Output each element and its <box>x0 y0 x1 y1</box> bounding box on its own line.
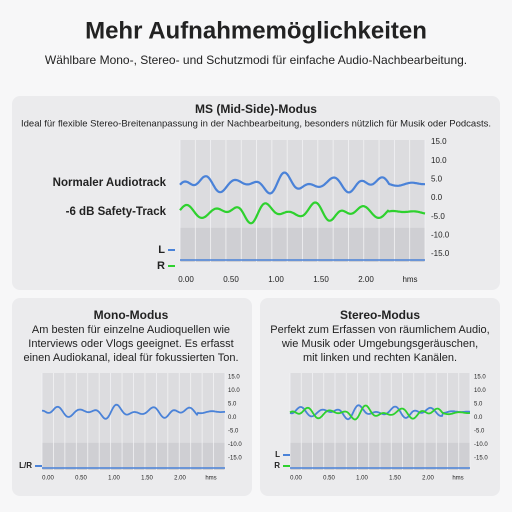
x-tick-label: 1.50 <box>313 275 329 284</box>
y-tick-label: -5.0 <box>431 212 445 221</box>
y-tick-label: -15.0 <box>228 456 242 462</box>
x-tick-label: 2.00 <box>358 275 374 284</box>
y-tick-label: 5.0 <box>474 402 483 408</box>
waveform <box>179 171 425 195</box>
x-unit: hms <box>402 275 417 284</box>
panel-description: wie Musik oder Umgebungsgeräuschen, <box>281 338 478 350</box>
y-tick-label: 15.0 <box>431 137 447 146</box>
legend-label: Normaler Audiotrack <box>53 177 167 189</box>
x-tick-label: 0.50 <box>75 476 87 482</box>
y-tick-label: 10.0 <box>474 388 486 394</box>
channel-label: R <box>157 260 165 272</box>
y-tick-label: -15.0 <box>474 456 488 462</box>
x-tick-label: 0.00 <box>290 476 302 482</box>
y-tick-label: 5.0 <box>431 174 443 183</box>
x-tick-label: 0.00 <box>178 275 194 284</box>
x-tick-label: 2.00 <box>422 476 434 482</box>
x-tick-label: 0.00 <box>42 476 54 482</box>
y-tick-label: 0.0 <box>228 415 237 421</box>
x-tick-label: 1.00 <box>356 476 368 482</box>
subtitle: Wählbare Mono-, Stereo- und Schutzmodi f… <box>45 53 467 67</box>
legend-label: -6 dB Safety-Track <box>66 206 167 218</box>
y-tick-label: -15.0 <box>431 249 450 258</box>
y-tick-label: -10.0 <box>431 230 450 239</box>
panel-title: MS (Mid-Side)-Modus <box>195 102 317 116</box>
panel-description: Am besten für einzelne Audioquellen wie <box>32 324 230 336</box>
y-tick-label: 5.0 <box>228 402 237 408</box>
y-tick-label: 10.0 <box>228 388 240 394</box>
panel-description: Interviews oder Vlogs geeignet. Es erfas… <box>28 338 233 350</box>
x-tick-label: 1.50 <box>389 476 401 482</box>
waveform <box>179 201 426 225</box>
y-tick-label: 15.0 <box>474 375 486 381</box>
y-tick-label: 15.0 <box>228 375 240 381</box>
x-tick-label: 2.00 <box>174 476 186 482</box>
y-tick-label: 0.0 <box>431 193 443 202</box>
waveform <box>41 403 226 420</box>
title: Mehr Aufnahmemöglichkeiten <box>85 17 427 44</box>
panel-description: einen Audiokanal, ideal für fokussierten… <box>23 352 238 364</box>
y-tick-label: -10.0 <box>474 442 488 448</box>
channel-label: L <box>158 244 165 256</box>
y-tick-label: 0.0 <box>474 415 483 421</box>
panel-title: Stereo-Modus <box>340 308 420 322</box>
x-unit: hms <box>452 476 463 482</box>
channel-label: L/R <box>19 461 32 470</box>
channel-label: L <box>275 450 280 459</box>
y-tick-label: 10.0 <box>431 156 447 165</box>
waveform <box>289 404 471 421</box>
x-tick-label: 1.00 <box>268 275 284 284</box>
channel-label: R <box>274 461 280 470</box>
waveform <box>289 404 471 421</box>
x-tick-label: 1.50 <box>141 476 153 482</box>
x-tick-label: 0.50 <box>323 476 335 482</box>
panel-description: mit linken und rechten Kanälen. <box>303 352 457 364</box>
y-tick-label: -5.0 <box>228 429 239 435</box>
panel-description: Perfekt zum Erfassen von räumlichem Audi… <box>270 324 489 336</box>
y-tick-label: -5.0 <box>474 429 485 435</box>
y-tick-label: -10.0 <box>228 442 242 448</box>
panel-title: Mono-Modus <box>94 308 169 322</box>
panel-description: Ideal für flexible Stereo-Breitenanpassu… <box>21 119 491 130</box>
x-unit: hms <box>205 476 216 482</box>
x-tick-label: 0.50 <box>223 275 239 284</box>
x-tick-label: 1.00 <box>108 476 120 482</box>
